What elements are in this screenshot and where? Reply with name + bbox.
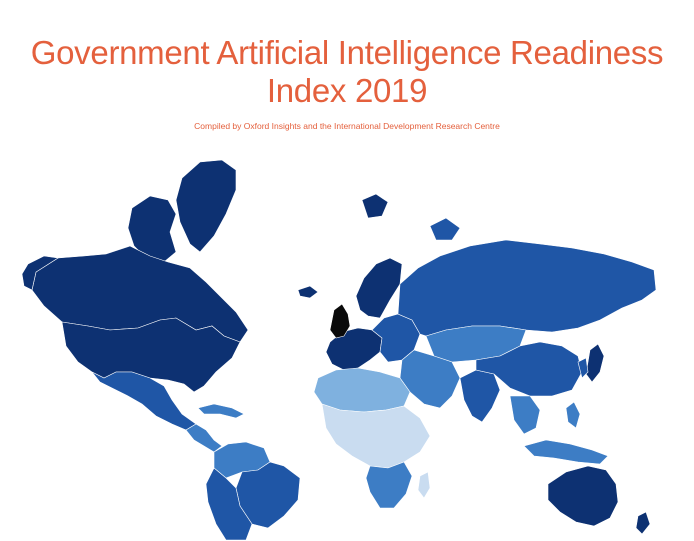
region-new-zealand [635,511,651,535]
region-southern-africa [365,461,413,509]
region-svalbard [361,193,389,219]
region-russia-islands [429,217,461,241]
region-canada-islands [127,195,177,263]
region-madagascar [417,471,431,499]
map-title-line-2: Index 2019 [266,72,428,109]
region-caribbean [197,403,245,419]
region-western-europe [325,327,383,371]
region-indonesia [523,439,609,465]
region-alaska [21,255,59,291]
region-north-africa [313,367,411,413]
region-scandinavia [355,257,403,319]
region-sub-saharan-africa [321,403,431,469]
region-japan [585,343,605,383]
region-southeast-asia [509,395,541,435]
region-southern-cone [205,467,253,541]
map-title-line-1: Government Artificial Intelligence Readi… [30,34,664,71]
map-subtitle: Compiled by Oxford Insights and the Inte… [194,121,500,131]
region-korea [577,357,589,379]
map-title: Government Artificial Intelligence Readi… [0,34,694,110]
region-philippines [565,401,581,429]
region-central-america [185,423,223,453]
region-iceland [297,285,319,299]
region-china [475,341,583,397]
region-india [459,369,501,423]
region-greenland [175,159,237,253]
region-russia [397,239,657,337]
world-map [21,159,657,541]
region-united-kingdom [329,303,351,339]
region-australia [547,465,619,527]
